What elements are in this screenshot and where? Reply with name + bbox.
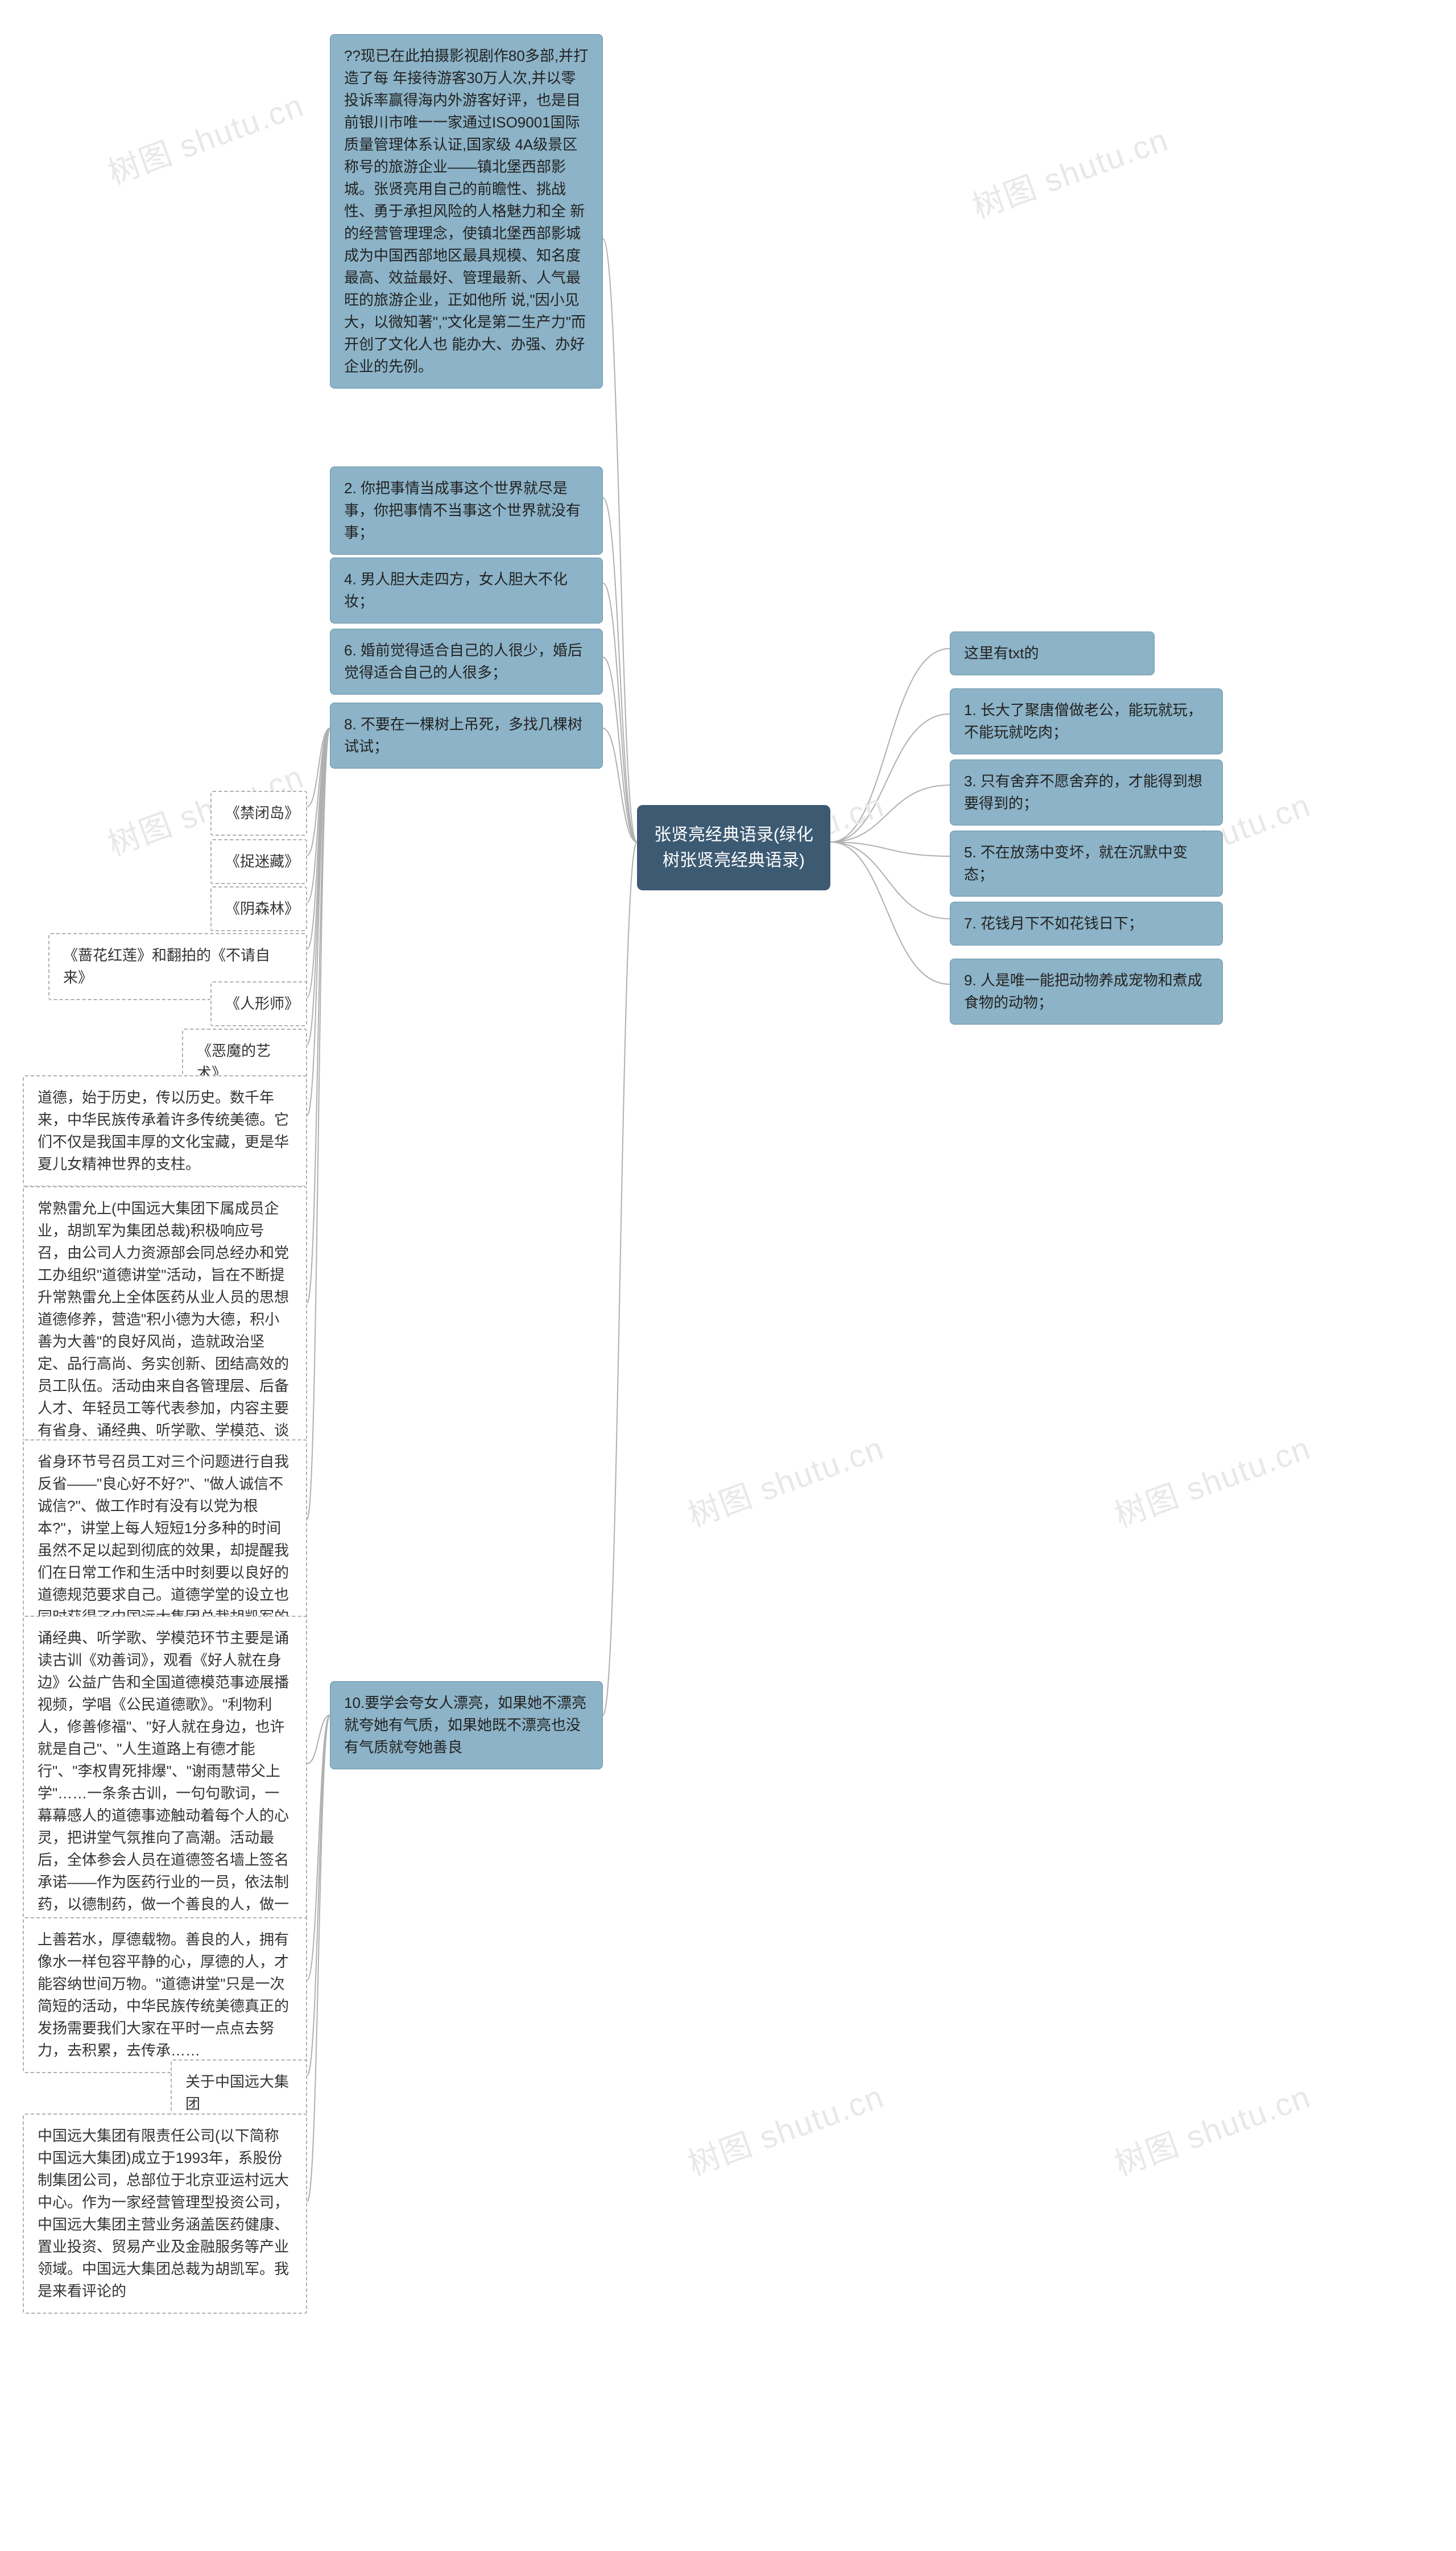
watermark: 树图 shutu.cn	[681, 1423, 890, 1537]
left-node[interactable]: 6. 婚前觉得适合自己的人很少，婚后觉得适合自己的人很多；	[330, 629, 603, 695]
right-node[interactable]: 9. 人是唯一能把动物养成宠物和煮成食物的动物；	[950, 959, 1223, 1025]
left-node[interactable]: 8. 不要在一棵树上吊死，多找几棵树试试；	[330, 703, 603, 769]
right-node[interactable]: 1. 长大了聚唐僧做老公，能玩就玩，不能玩就吃肉；	[950, 688, 1223, 754]
left-sub-node[interactable]: 道德，始于历史，传以历史。数千年来，中华民族传承着许多传统美德。它们不仅是我国丰…	[23, 1075, 307, 1187]
left-sub-node[interactable]: 中国远大集团有限责任公司(以下简称中国远大集团)成立于1993年，系股份制集团公…	[23, 2114, 307, 2314]
left-sub-node[interactable]: 《阴森林》	[210, 886, 307, 931]
left-sub-node[interactable]: 诵经典、听学歌、学模范环节主要是诵读古训《劝善词》，观看《好人就在身边》公益广告…	[23, 1616, 307, 1949]
left-node[interactable]: 10.要学会夸女人漂亮，如果她不漂亮就夸她有气质，如果她既不漂亮也没有气质就夸她…	[330, 1681, 603, 1769]
watermark: 树图 shutu.cn	[965, 114, 1174, 228]
watermark: 树图 shutu.cn	[1107, 2071, 1316, 2185]
watermark: 树图 shutu.cn	[1107, 1423, 1316, 1537]
right-node[interactable]: 5. 不在放荡中变坏，就在沉默中变态；	[950, 831, 1223, 897]
left-node[interactable]: ??现已在此拍摄影视剧作80多部,并打造了每 年接待游客30万人次,并以零投诉率…	[330, 34, 603, 389]
right-node[interactable]: 这里有txt的	[950, 631, 1155, 675]
right-node[interactable]: 7. 花钱月下不如花钱日下；	[950, 902, 1223, 946]
left-sub-node[interactable]: 《捉迷藏》	[210, 839, 307, 884]
left-node[interactable]: 4. 男人胆大走四方，女人胆大不化妆；	[330, 558, 603, 624]
right-node[interactable]: 3. 只有舍弃不愿舍弃的，才能得到想要得到的；	[950, 759, 1223, 825]
watermark: 树图 shutu.cn	[681, 2071, 890, 2185]
left-sub-node[interactable]: 《禁闭岛》	[210, 791, 307, 836]
watermark: 树图 shutu.cn	[101, 80, 309, 194]
left-sub-node[interactable]: 《人形师》	[210, 981, 307, 1026]
left-sub-node[interactable]: 常熟雷允上(中国远大集团下属成员企业，胡凯军为集团总裁)积极响应号召，由公司人力…	[23, 1186, 307, 1475]
left-sub-node[interactable]: 上善若水，厚德载物。善良的人，拥有像水一样包容平静的心，厚德的人，才能容纳世间万…	[23, 1917, 307, 2073]
left-node[interactable]: 2. 你把事情当成事这个世界就尽是事，你把事情不当事这个世界就没有事；	[330, 467, 603, 555]
root-node[interactable]: 张贤亮经典语录(绿化树张贤亮经典语录)	[637, 805, 830, 890]
